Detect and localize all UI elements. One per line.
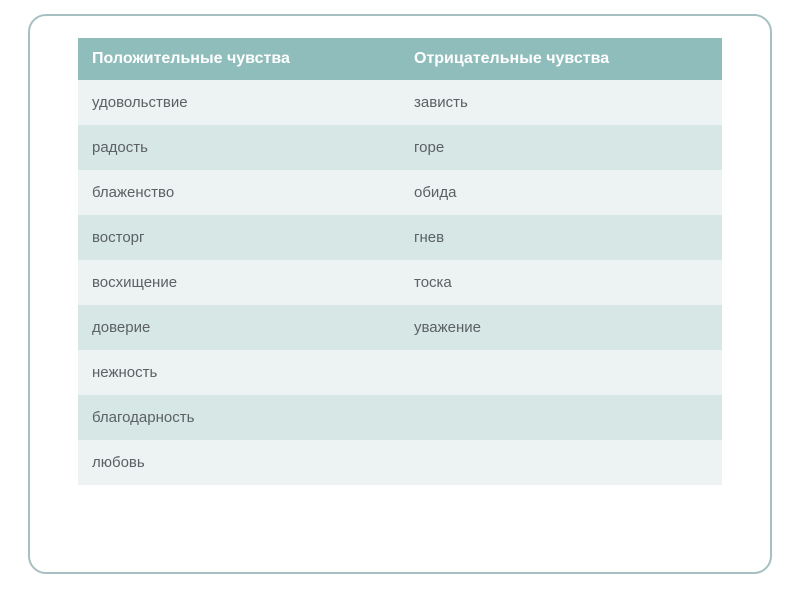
col-negative-header: Отрицательные чувства	[400, 38, 722, 80]
cell-negative: тоска	[400, 260, 722, 305]
table-row: удовольствие зависть	[78, 80, 722, 125]
cell-positive: блаженство	[78, 170, 400, 215]
cell-negative: горе	[400, 125, 722, 170]
table-row: нежность	[78, 350, 722, 395]
feelings-table: Положительные чувства Отрицательные чувс…	[78, 38, 722, 485]
cell-negative	[400, 440, 722, 485]
cell-negative: обида	[400, 170, 722, 215]
col-positive-header: Положительные чувства	[78, 38, 400, 80]
cell-positive: любовь	[78, 440, 400, 485]
cell-positive: восторг	[78, 215, 400, 260]
table-row: доверие уважение	[78, 305, 722, 350]
table-header-row: Положительные чувства Отрицательные чувс…	[78, 38, 722, 80]
cell-negative: зависть	[400, 80, 722, 125]
slide-frame: Положительные чувства Отрицательные чувс…	[28, 14, 772, 574]
table-row: радость горе	[78, 125, 722, 170]
table-row: благодарность	[78, 395, 722, 440]
cell-negative	[400, 350, 722, 395]
cell-positive: доверие	[78, 305, 400, 350]
cell-negative: гнев	[400, 215, 722, 260]
cell-positive: удовольствие	[78, 80, 400, 125]
cell-negative: уважение	[400, 305, 722, 350]
table-row: восхищение тоска	[78, 260, 722, 305]
table-body: удовольствие зависть радость горе блажен…	[78, 80, 722, 485]
cell-positive: благодарность	[78, 395, 400, 440]
cell-positive: радость	[78, 125, 400, 170]
cell-positive: нежность	[78, 350, 400, 395]
cell-negative	[400, 395, 722, 440]
table-row: блаженство обида	[78, 170, 722, 215]
cell-positive: восхищение	[78, 260, 400, 305]
table-row: восторг гнев	[78, 215, 722, 260]
table-row: любовь	[78, 440, 722, 485]
